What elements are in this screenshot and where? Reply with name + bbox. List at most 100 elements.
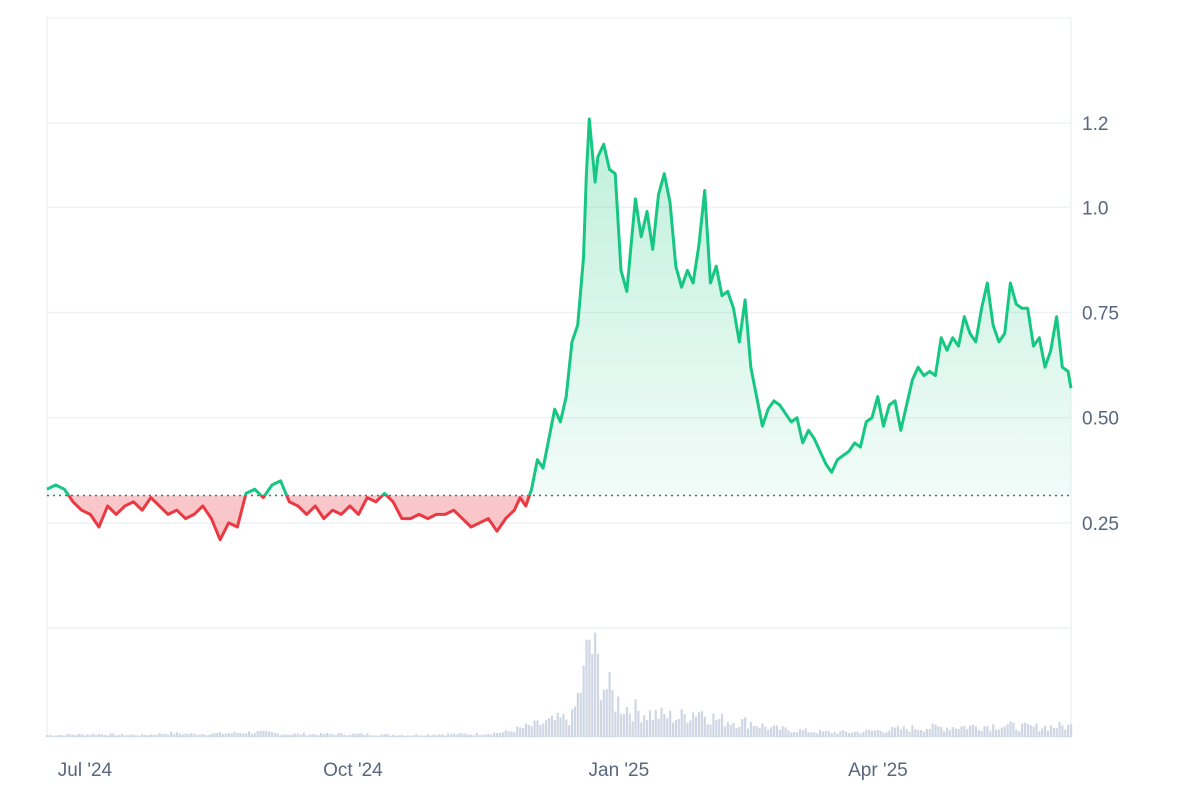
- volume-bar: [726, 722, 729, 737]
- volume-bar: [380, 734, 383, 737]
- y-axis-ticks: 0.25 0.50 0.75 1.0 1.2: [1082, 114, 1119, 535]
- volume-bar: [495, 732, 499, 737]
- volume-bar: [452, 733, 455, 737]
- volume-bar: [559, 717, 562, 737]
- volume-bar: [195, 735, 199, 737]
- volume-bar: [599, 700, 603, 737]
- volume-bar: [761, 723, 764, 737]
- volume-bar: [847, 732, 851, 737]
- volume-bar: [692, 712, 695, 737]
- volume-bar: [680, 709, 683, 737]
- volume-bar: [259, 730, 262, 737]
- volume-bar: [213, 733, 216, 737]
- volume-bar: [819, 730, 822, 737]
- volume-bar: [484, 734, 487, 737]
- volume-bar: [611, 690, 614, 737]
- volume-bar: [741, 718, 744, 737]
- volume-bar: [539, 725, 542, 737]
- volume-bar: [718, 719, 721, 737]
- volume-bar: [738, 726, 741, 737]
- volume-bar: [513, 732, 516, 737]
- volume-bar: [966, 729, 969, 737]
- volume-bar: [989, 730, 992, 737]
- area-above-baseline: [47, 119, 1071, 496]
- volume-bar: [265, 731, 268, 737]
- volume-bar: [1046, 730, 1050, 737]
- volume-bar: [348, 734, 352, 737]
- volume-bar: [582, 665, 585, 737]
- volume-bar: [109, 733, 112, 737]
- x-tick-label: Jan '25: [589, 760, 650, 781]
- volume-bar: [308, 734, 311, 737]
- volume-bar: [412, 735, 415, 737]
- volume-bar: [420, 735, 424, 737]
- volume-bar: [478, 735, 481, 737]
- volume-bar: [628, 713, 631, 737]
- volume-bar: [161, 734, 164, 737]
- volume-bar: [674, 720, 678, 737]
- volume-bar: [198, 734, 202, 737]
- volume-bar: [605, 689, 608, 737]
- volume-bar: [57, 735, 60, 737]
- volume-bar: [868, 729, 871, 737]
- volume-bar: [648, 710, 652, 737]
- volume-bar: [683, 714, 686, 737]
- volume-bar: [320, 732, 323, 737]
- volume-bar: [767, 729, 770, 737]
- volume-bar: [596, 653, 600, 737]
- volume-bar: [533, 720, 536, 737]
- volume-bar: [530, 726, 533, 737]
- volume-bar: [951, 727, 954, 737]
- volume-bar: [720, 714, 724, 737]
- y-tick-label: 1.2: [1082, 114, 1108, 135]
- volume-bar: [118, 734, 121, 737]
- volume-bar: [830, 733, 833, 737]
- volume-bar: [651, 719, 654, 737]
- volume-bar: [360, 733, 363, 737]
- volume-bar: [997, 729, 1001, 737]
- volume-bar: [455, 734, 458, 737]
- volume-bar: [545, 720, 548, 737]
- volume-bar: [637, 710, 640, 737]
- volume-bar: [311, 733, 314, 737]
- volume-bar: [446, 733, 450, 737]
- volume-bar: [187, 734, 190, 737]
- volume-bar: [591, 654, 594, 737]
- volume-bar: [415, 734, 418, 737]
- volume-bar: [550, 715, 553, 737]
- volume-bar: [441, 734, 444, 737]
- volume-bar: [983, 725, 986, 737]
- volume-bar: [207, 735, 210, 737]
- volume-bar: [1049, 725, 1053, 737]
- volume-bar: [242, 733, 245, 737]
- volume-bar: [715, 720, 718, 737]
- volume-bar: [519, 727, 522, 737]
- volume-bar: [389, 735, 392, 737]
- volume-bar: [588, 639, 591, 737]
- volume-bar: [135, 735, 138, 737]
- volume-bar: [969, 725, 972, 737]
- volume-bar: [608, 671, 611, 737]
- volume-bar: [865, 729, 868, 737]
- volume-bar: [957, 729, 960, 737]
- volume-bar: [1052, 727, 1055, 737]
- volume-bar: [371, 735, 375, 737]
- volume-bar: [181, 734, 184, 737]
- volume-bar: [568, 725, 571, 737]
- volume-bar: [723, 726, 727, 737]
- volume-bar: [640, 722, 643, 737]
- volume-bar: [689, 720, 692, 737]
- volume-bar: [1006, 724, 1009, 737]
- volume-bar: [472, 735, 476, 737]
- x-axis-ticks: Jul '24 Oct '24 Jan '25 Apr '25: [58, 760, 908, 781]
- volume-bar: [553, 720, 556, 737]
- volume-bar: [1026, 724, 1029, 737]
- volume-bar: [974, 726, 978, 737]
- volume-bar: [700, 711, 703, 737]
- volume-bar: [914, 729, 917, 737]
- volume-bar: [193, 733, 196, 737]
- volume-bar: [138, 735, 141, 737]
- volume-bar: [48, 734, 52, 737]
- volume-bar: [345, 735, 349, 737]
